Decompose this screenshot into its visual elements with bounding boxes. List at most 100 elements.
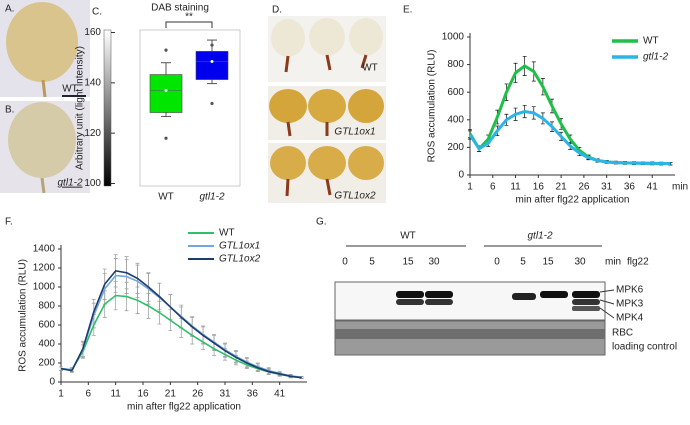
caption: gtl1-2 — [57, 178, 82, 189]
time-label: 30 — [574, 257, 586, 268]
x-tick-label: 41 — [274, 389, 286, 400]
group-label: WT — [400, 231, 416, 242]
time-label: 30 — [428, 257, 440, 268]
band-label: MPK3 — [616, 299, 644, 310]
panel-label: C. — [92, 7, 102, 18]
x-tick-label: 16 — [533, 182, 545, 193]
panel-label: G. — [316, 217, 327, 228]
y-tick-label: 140 — [84, 77, 101, 88]
band-label: MPK4 — [616, 313, 644, 324]
x-tick-label: 31 — [601, 182, 613, 193]
y-tick-label: 120 — [84, 128, 101, 139]
legend-label: gtl1-2 — [643, 52, 668, 63]
leaf — [8, 102, 76, 178]
legend-label: WT — [643, 36, 659, 47]
legend-label: WT — [219, 228, 235, 239]
y-tick-label: 800 — [38, 301, 55, 312]
row-label: GTL1ox2 — [334, 191, 376, 202]
y-tick-label: 100 — [84, 178, 101, 189]
x-axis-label: min after flg22 application — [516, 195, 630, 206]
panel-label: E. — [403, 5, 412, 16]
y-tick-label: 1000 — [442, 32, 465, 43]
series-line — [60, 269, 302, 379]
mean — [210, 59, 214, 63]
row-label: WT — [362, 63, 378, 74]
y-tick-label: 1200 — [33, 263, 56, 274]
x-tick-label: 41 — [647, 182, 659, 193]
mean — [164, 88, 168, 92]
y-tick-label: 1400 — [33, 244, 56, 255]
x-tick-label: WT — [158, 192, 174, 203]
panel-label: F. — [5, 217, 13, 228]
x-axis-label: min after flg22 application — [127, 402, 241, 413]
box — [195, 51, 229, 80]
x-tick-label: 36 — [247, 389, 259, 400]
time-label: 15 — [402, 257, 414, 268]
group-label: gtl1-2 — [527, 231, 552, 242]
x-tick-label: 11 — [110, 389, 121, 400]
box — [149, 74, 183, 113]
x-tick-label: 11 — [510, 182, 521, 193]
significance: ** — [185, 12, 193, 23]
caption: WT — [62, 84, 78, 95]
panel-label: B. — [5, 105, 14, 116]
x-unit: min — [672, 182, 688, 193]
time-label: 0 — [342, 257, 348, 268]
y-tick-label: 200 — [447, 142, 464, 153]
blot — [334, 281, 615, 356]
time-label: 5 — [520, 257, 526, 268]
time-label: 5 — [369, 257, 375, 268]
loading-label: RBC — [612, 328, 633, 339]
y-tick-label: 600 — [447, 87, 464, 98]
unit: min — [605, 257, 621, 268]
color-scale — [103, 29, 112, 187]
y-tick-label: 800 — [447, 59, 464, 70]
leaf — [6, 2, 78, 82]
x-tick-label: 26 — [578, 182, 590, 193]
legend-label: GTL1ox1 — [219, 241, 260, 252]
x-tick-label: gtl1-2 — [199, 192, 224, 203]
y-tick-label: 600 — [38, 320, 55, 331]
x-tick-label: 1 — [467, 182, 473, 193]
y-tick-label: 0 — [458, 170, 464, 181]
x-tick-label: 21 — [165, 389, 177, 400]
time-label: 0 — [494, 257, 500, 268]
outlier — [210, 43, 214, 47]
significance-bracket — [165, 21, 213, 28]
y-tick-label: 160 — [84, 27, 101, 38]
y-axis-label: Arbitrary unit (light intensity) — [75, 46, 86, 170]
x-tick-label: 6 — [86, 389, 92, 400]
legend-label: GTL1ox2 — [219, 254, 261, 265]
y-tick-label: 400 — [447, 114, 464, 125]
y-tick-label: 0 — [49, 377, 55, 388]
outlier — [164, 136, 168, 140]
photos — [268, 16, 386, 203]
y-axis-label: ROS accumulation (RLU) — [18, 259, 29, 372]
time-label: 15 — [542, 257, 554, 268]
x-tick-label: 31 — [219, 389, 231, 400]
outlier — [210, 101, 214, 106]
series-line — [468, 109, 671, 166]
stem — [40, 177, 46, 194]
panel-label: D. — [272, 5, 282, 16]
y-tick-label: 400 — [38, 339, 55, 350]
y-tick-label: 200 — [38, 358, 55, 369]
outlier — [164, 48, 168, 52]
row-label: GTL1ox1 — [334, 127, 375, 138]
loading-label: loading control — [612, 342, 677, 353]
treatment: flg22 — [627, 257, 649, 268]
x-tick-label: 26 — [192, 389, 204, 400]
band-label: MPK6 — [616, 285, 644, 296]
x-tick-label: 6 — [490, 182, 496, 193]
plot-frame — [139, 29, 241, 187]
x-tick-label: 16 — [137, 389, 149, 400]
x-tick-label: 21 — [556, 182, 568, 193]
stem — [41, 79, 47, 98]
x-tick-label: 1 — [58, 389, 64, 400]
chart-title: DAB staining — [151, 3, 209, 14]
y-tick-label: 1000 — [33, 282, 56, 293]
panel-label: A. — [5, 4, 14, 15]
x-tick-label: 36 — [624, 182, 636, 193]
y-axis-label: ROS accumulation (RLU) — [427, 50, 438, 163]
